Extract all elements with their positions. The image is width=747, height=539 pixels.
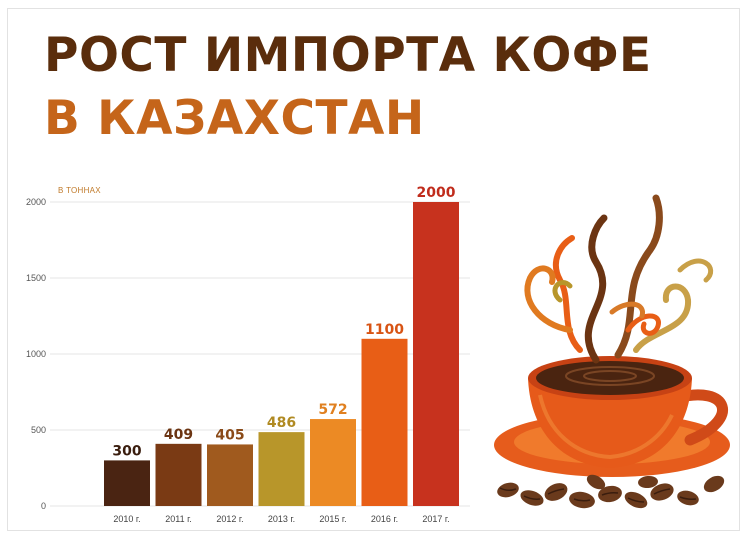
bar-1 bbox=[155, 443, 202, 506]
value-label: 486 bbox=[267, 415, 296, 431]
title-line-1: РОСТ ИМПОРТА КОФЕ bbox=[44, 28, 652, 83]
y-tick-label: 0 bbox=[41, 501, 46, 511]
y-tick-label: 2000 bbox=[26, 197, 46, 207]
value-labels: 300 409 405 486 572 1100 2000 bbox=[112, 185, 455, 459]
unit-label: В ТОННАХ bbox=[58, 186, 101, 195]
bar-0 bbox=[104, 460, 150, 506]
value-label: 300 bbox=[112, 443, 141, 459]
x-tick-label: 2016 г. bbox=[371, 514, 398, 524]
x-tick-label: 2015 г. bbox=[319, 514, 346, 524]
x-tick-label: 2011 г. bbox=[165, 514, 192, 524]
x-tick-label: 2013 г. bbox=[268, 514, 295, 524]
value-label: 2000 bbox=[417, 185, 456, 201]
bar-5 bbox=[361, 338, 408, 506]
x-tick-label: 2012 г. bbox=[216, 514, 243, 524]
x-axis-ticks: 2010 г. 2011 г. 2012 г. 2013 г. 2015 г. 2016 … bbox=[113, 514, 449, 524]
bars bbox=[104, 202, 459, 506]
bar-4 bbox=[310, 419, 356, 506]
bar-2 bbox=[207, 444, 253, 506]
value-label: 1100 bbox=[365, 322, 404, 338]
y-tick-label: 500 bbox=[31, 425, 46, 435]
value-label: 572 bbox=[318, 402, 347, 418]
y-tick-label: 1500 bbox=[26, 273, 46, 283]
value-label: 409 bbox=[164, 427, 193, 443]
coffee-cup-icon bbox=[494, 194, 730, 509]
y-axis-ticks: 0 500 1000 1500 2000 bbox=[26, 197, 46, 511]
title-line-2: В КАЗАХСТАН bbox=[44, 91, 425, 146]
x-tick-label: 2017 г. bbox=[422, 514, 449, 524]
bar-3 bbox=[258, 432, 305, 506]
x-tick-label: 2010 г. bbox=[113, 514, 140, 524]
value-label: 405 bbox=[215, 427, 244, 443]
y-tick-label: 1000 bbox=[26, 349, 46, 359]
bar-6 bbox=[413, 202, 459, 506]
